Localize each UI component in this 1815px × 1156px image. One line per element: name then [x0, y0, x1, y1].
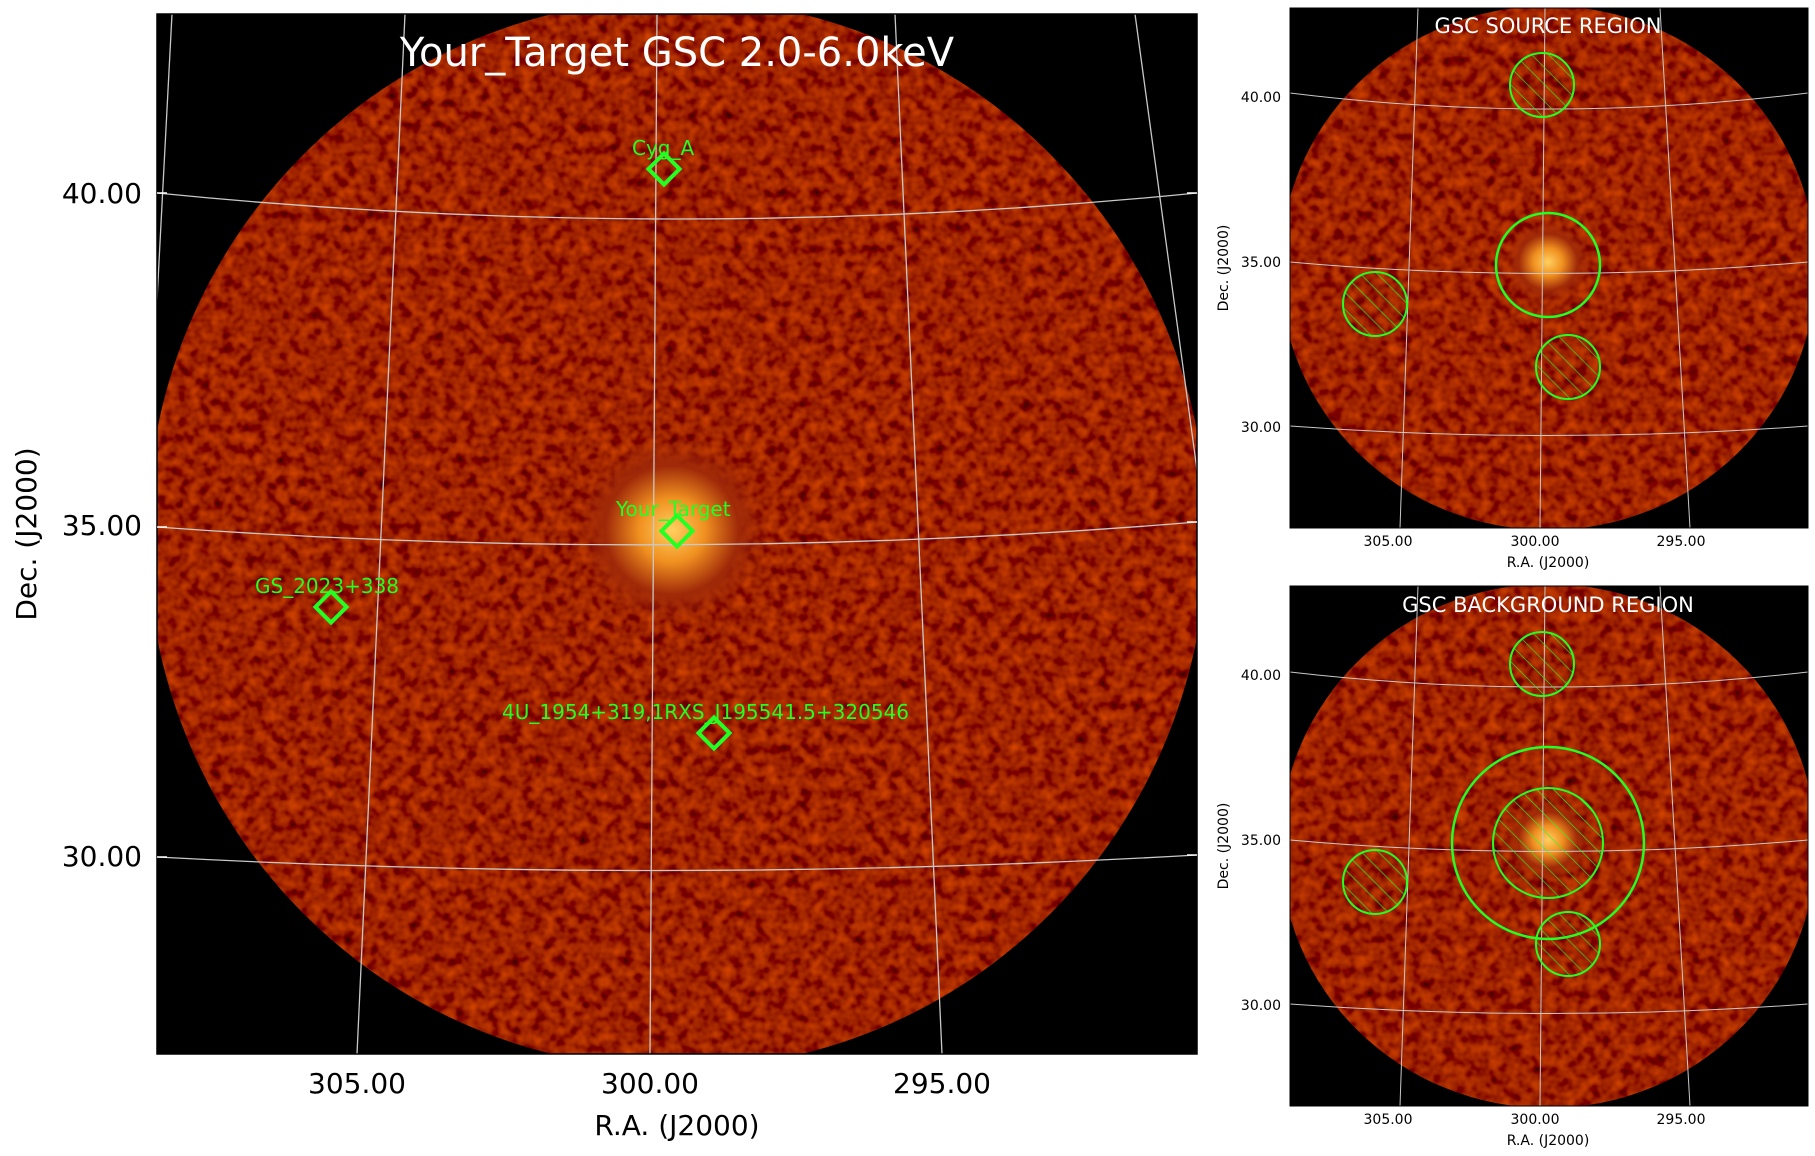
source-panel-excluded-top[interactable] — [1509, 52, 1575, 118]
background-panel-ra-tick-305: 305.00 — [1364, 1112, 1413, 1128]
main-ra-tick-305: 305.00 — [308, 1067, 406, 1100]
background-panel-excluded-top[interactable] — [1509, 631, 1575, 697]
background-panel-dec-tick-30: 30.00 — [1241, 998, 1281, 1014]
main-title: Your_Target GSC 2.0-6.0keV — [399, 30, 955, 76]
target-source-glow — [577, 438, 767, 622]
background-panel-ylabel: Dec. (J2000) — [1216, 803, 1232, 890]
background-panel-xlabel: R.A. (J2000) — [1507, 1133, 1590, 1149]
main-xlabel: R.A. (J2000) — [594, 1109, 759, 1142]
source-panel-xlabel: R.A. (J2000) — [1507, 555, 1590, 571]
source-label-your-target: Your_Target — [615, 497, 731, 521]
source-label-4u-1954: 4U_1954+319,1RXS_J195541.5+320546 — [502, 700, 909, 724]
main-dec-tick-40: 40.00 — [62, 177, 142, 210]
background-panel-title: GSC BACKGROUND REGION — [1402, 593, 1694, 617]
source-marker-your-target[interactable] — [658, 512, 696, 550]
source-panel-title: GSC SOURCE REGION — [1435, 14, 1662, 38]
background-panel-excluded-left[interactable] — [1342, 849, 1408, 915]
source-panel-glow — [1506, 222, 1590, 302]
source-panel-dec-tick-35: 35.00 — [1241, 255, 1281, 271]
source-panel-ra-tick-295: 295.00 — [1657, 534, 1706, 550]
source-panel-excluded-left[interactable] — [1342, 271, 1408, 337]
coordinate-grid — [157, 14, 1197, 1054]
source-label-gs-2023: GS_2023+338 — [255, 574, 399, 598]
source-panel-ra-tick-305: 305.00 — [1364, 534, 1413, 550]
source-panel-ra-tick-300: 300.00 — [1511, 534, 1560, 550]
main-ra-tick-300: 300.00 — [601, 1067, 699, 1100]
background-panel-ra-tick-300: 300.00 — [1511, 1112, 1560, 1128]
source-label-cyg-a: Cyg_A — [632, 136, 694, 160]
source-panel-dec-tick-30: 30.00 — [1241, 420, 1281, 436]
background-panel-dec-tick-40: 40.00 — [1241, 668, 1281, 684]
background-excluded-source[interactable] — [1492, 787, 1604, 899]
source-marker-4u-1954[interactable] — [695, 714, 733, 752]
main-dec-tick-30: 30.00 — [62, 840, 142, 873]
main-ylabel: Dec. (J2000) — [10, 447, 43, 620]
source-marker-cyg-a[interactable] — [645, 150, 683, 188]
main-dec-tick-35: 35.00 — [62, 509, 142, 542]
source-marker-gs-2023[interactable] — [312, 588, 350, 626]
main-ra-tick-295: 295.00 — [893, 1067, 991, 1100]
background-panel-dec-tick-35: 35.00 — [1241, 833, 1281, 849]
source-panel-ylabel: Dec. (J2000) — [1216, 225, 1232, 312]
background-panel-ra-tick-295: 295.00 — [1657, 1112, 1706, 1128]
source-panel-excluded-bottom[interactable] — [1535, 334, 1601, 400]
source-panel-dec-tick-40: 40.00 — [1241, 90, 1281, 106]
background-panel-excluded-bottom[interactable] — [1535, 911, 1601, 977]
source-region-circle[interactable] — [1494, 211, 1602, 319]
